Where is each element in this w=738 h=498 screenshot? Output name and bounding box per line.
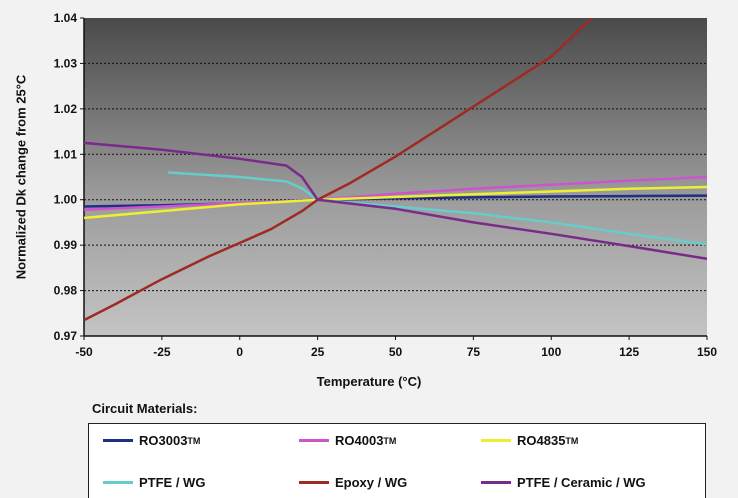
legend-swatch <box>103 439 133 442</box>
x-tick-label: -25 <box>153 345 171 359</box>
legend-item-ro4003: RO4003 TM <box>299 433 396 448</box>
y-tick-label: 1.01 <box>54 147 78 161</box>
y-tick-label: 0.98 <box>54 284 78 298</box>
x-tick-label: -50 <box>75 345 93 359</box>
series-group <box>84 18 707 322</box>
legend-tm: TM <box>565 435 579 446</box>
y-axis-label: Normalized Dk change from 25°C <box>13 74 29 280</box>
legend-item-ptfe-ceramic-wg: PTFE / Ceramic / WG <box>481 475 646 490</box>
x-axis-label: Temperature (°C) <box>316 374 422 389</box>
y-tick-label: 1.03 <box>54 56 78 70</box>
legend-label: PTFE / Ceramic / WG <box>517 475 646 490</box>
y-tick-label: 0.97 <box>54 329 78 343</box>
legend-tm: TM <box>383 435 397 446</box>
x-tick-label: 125 <box>619 345 639 359</box>
series-line-ro4003 <box>84 175 707 211</box>
series-line-epoxy-wg <box>84 18 593 322</box>
legend-item-ptfe-wg: PTFE / WG <box>103 475 205 490</box>
legend-title: Circuit Materials: <box>92 401 198 416</box>
legend: RO3003 TM RO4003 TM RO4835 TM PTFE / WG Epo… <box>88 423 706 498</box>
x-tick-label: 75 <box>467 345 481 359</box>
legend-label: RO3003 <box>139 433 188 448</box>
y-tick-label: 0.99 <box>54 238 78 252</box>
legend-label: RO4835 <box>517 433 566 448</box>
legend-item-ro4835: RO4835 TM <box>481 433 578 448</box>
y-tick-label: 1.04 <box>54 11 78 25</box>
plot-area <box>84 18 707 336</box>
legend-swatch <box>299 439 329 442</box>
series-line-ro4835 <box>84 185 707 220</box>
x-tick-label: 0 <box>236 345 243 359</box>
x-tick-label: 50 <box>389 345 403 359</box>
series-line-ptfe-ceramic-wg <box>84 141 707 261</box>
x-tick-label: 100 <box>541 345 561 359</box>
legend-item-ro3003: RO3003 TM <box>103 433 200 448</box>
legend-swatch <box>299 481 329 484</box>
x-tick-label: 25 <box>311 345 325 359</box>
chart: 0.97 0.98 0.99 1.00 1.01 1.02 1.03 1.04 -50 -25 0 2… <box>54 11 718 359</box>
legend-label: RO4003 <box>335 433 384 448</box>
legend-label: PTFE / WG <box>139 475 206 490</box>
legend-swatch <box>103 481 133 484</box>
legend-tm: TM <box>187 435 201 446</box>
legend-item-epoxy-wg: Epoxy / WG <box>299 475 407 490</box>
legend-swatch <box>481 439 511 442</box>
legend-label: Epoxy / WG <box>335 475 408 490</box>
legend-swatch <box>481 481 511 484</box>
y-tick-label: 1.02 <box>54 102 78 116</box>
y-axis-label-wrap: Normalized Dk change from 25°C <box>8 18 34 336</box>
y-tick-label: 1.00 <box>54 193 78 207</box>
x-tick-label: 150 <box>697 345 717 359</box>
